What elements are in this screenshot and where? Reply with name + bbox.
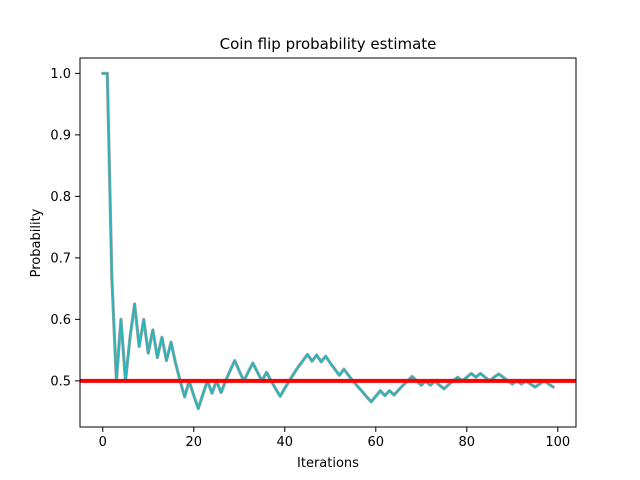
axes-layer: 0 20 40 60 80 100 0.5 0.6 0.7 0.8 0.9 1.0 [50,57,577,450]
x-tick-label: 80 [459,435,476,450]
x-tick-label: 0 [99,435,107,450]
series-line [101,72,555,410]
x-axis-label: Iterations [297,456,359,471]
plot-frame [79,57,577,428]
plot-clipped-group [80,71,576,411]
x-tick-label: 60 [368,435,385,450]
y-tick-label: 0.6 [50,313,71,328]
y-axis-label: Probability [29,208,44,277]
plot-layer [80,71,576,411]
y-tick-label: 0.9 [50,128,71,143]
y-tick-label: 1.0 [50,67,71,82]
x-tick-label: 20 [185,435,202,450]
x-tick-label: 100 [545,435,570,450]
x-tick-label: 40 [276,435,293,450]
y-tick-label: 0.8 [50,190,71,205]
y-tick-label: 0.5 [50,374,71,389]
chart-title: Coin flip probability estimate [220,35,437,53]
y-tick-label: 0.7 [50,251,71,266]
